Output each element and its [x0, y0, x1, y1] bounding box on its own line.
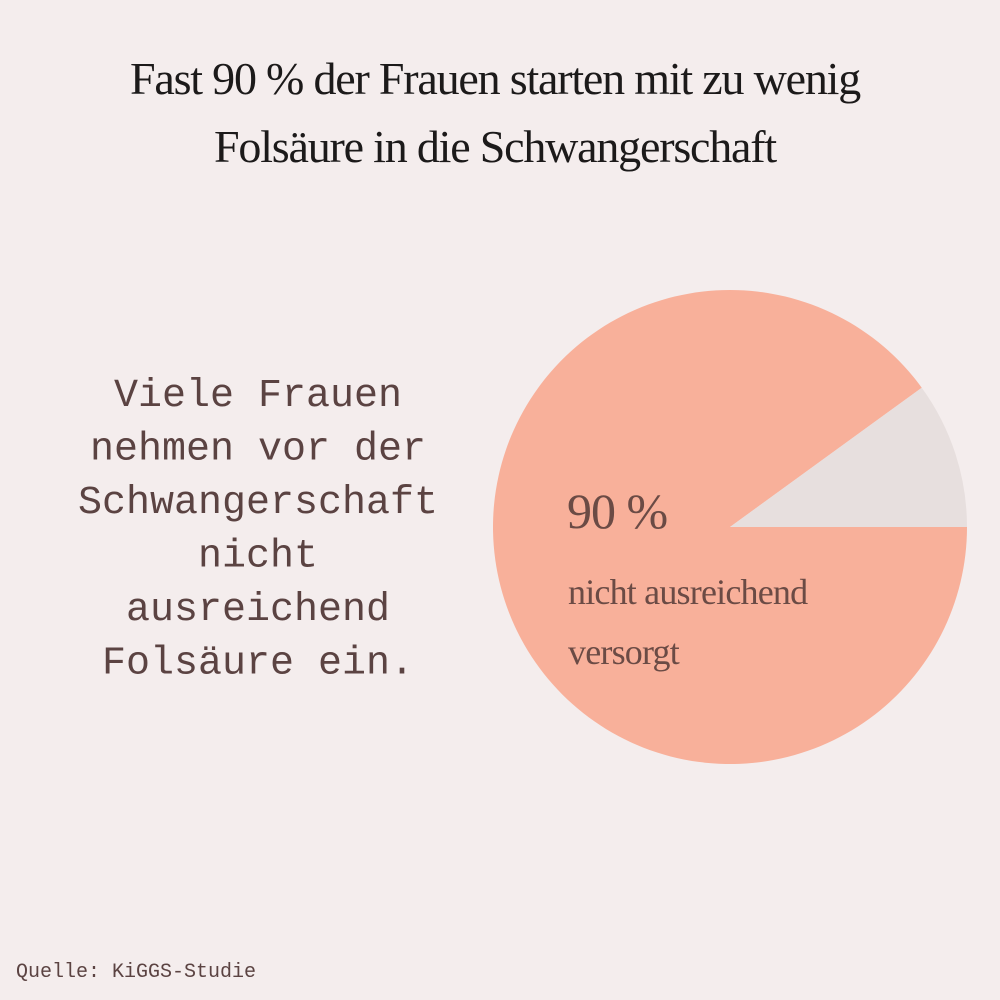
value-label: 90 %: [567, 483, 667, 539]
description: nehmen vor der: [90, 428, 426, 473]
pie-slice: [730, 387, 967, 527]
description: Folsäure ein.: [102, 642, 414, 687]
description: Schwangerschaft: [78, 481, 438, 526]
chart-title: Fast 90 % der Frauen starten mit zu weni…: [130, 53, 861, 104]
description: Viele Frauen: [114, 374, 402, 419]
chart-title: Folsäure in die Schwangerschaft: [214, 121, 777, 172]
source: Quelle: KiGGS-Studie: [16, 961, 256, 984]
pie-slice: [492, 290, 967, 765]
description: ausreichend: [126, 588, 390, 633]
slice-label: nicht ausreichend versorgt: [568, 572, 808, 672]
description: nicht: [198, 535, 318, 580]
